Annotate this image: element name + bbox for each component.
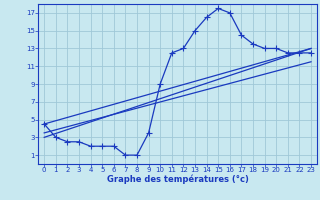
X-axis label: Graphe des températures (°c): Graphe des températures (°c) [107, 175, 249, 184]
